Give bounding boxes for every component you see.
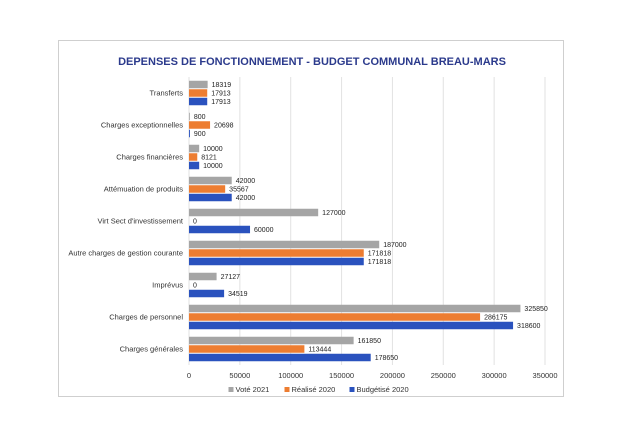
data-label: 0 (193, 282, 197, 289)
legend-swatch (349, 387, 355, 392)
data-label: 27127 (221, 274, 241, 281)
chart-title: DEPENSES DE FONCTIONNEMENT - BUDGET COMM… (118, 56, 506, 68)
bar (189, 112, 190, 121)
legend-label: Budgétisé 2020 (357, 385, 409, 394)
bar (189, 144, 200, 153)
category-label: Virt Sect d'investissement (98, 217, 184, 226)
bar (189, 321, 514, 330)
x-tick-label: 100000 (278, 371, 303, 380)
data-label: 161850 (358, 338, 381, 345)
category-label: Charges générales (120, 345, 184, 354)
value-labels: 1831917913179138002069890010000812110000… (193, 82, 548, 362)
data-label: 325850 (524, 306, 547, 313)
data-label: 286175 (484, 314, 507, 321)
data-label: 18319 (212, 82, 232, 89)
data-label: 35567 (229, 186, 249, 193)
x-tick-label: 300000 (482, 371, 507, 380)
legend-swatch (284, 387, 290, 392)
bar (189, 80, 208, 89)
data-label: 42000 (236, 178, 256, 185)
x-tick-label: 250000 (431, 371, 456, 380)
bar (189, 345, 305, 353)
data-label: 10000 (203, 146, 223, 153)
data-label: 113444 (308, 346, 331, 353)
bar (189, 129, 190, 138)
x-axis-ticks: 0 50000 100000 150000 200000 250000 300000 3500… (187, 371, 558, 380)
category-labels: Transferts Charges exceptionnelles Charges… (68, 89, 184, 354)
bar (189, 161, 200, 170)
bar (189, 336, 354, 345)
bar (189, 153, 198, 161)
data-label: 60000 (254, 227, 274, 234)
bar (189, 313, 481, 321)
bar (189, 249, 364, 257)
chart-frame: DEPENSES DE FONCTIONNEMENT - BUDGET COMM… (58, 40, 564, 397)
legend-label: Voté 2021 (236, 385, 270, 394)
bar (189, 240, 380, 249)
bar (189, 208, 319, 217)
bar (189, 185, 226, 193)
data-label: 187000 (383, 242, 406, 249)
data-label: 800 (194, 114, 206, 121)
bar (189, 225, 251, 234)
category-label: Transferts (150, 89, 184, 98)
bar (189, 257, 364, 266)
data-label: 8121 (201, 154, 217, 161)
legend-label: Réalisé 2020 (292, 385, 336, 394)
chart-svg: DEPENSES DE FONCTIONNEMENT - BUDGET COMM… (68, 56, 558, 394)
category-label: Charges financières (116, 153, 183, 162)
bar (189, 289, 225, 298)
data-label: 900 (194, 131, 206, 138)
bar (189, 304, 521, 313)
x-tick-label: 0 (187, 371, 191, 380)
x-tick-label: 50000 (229, 371, 250, 380)
category-label: Imprévus (152, 281, 183, 290)
data-label: 171818 (368, 250, 391, 257)
data-label: 10000 (203, 163, 223, 170)
data-label: 171818 (368, 259, 391, 266)
bar (189, 97, 208, 106)
bar-group (189, 80, 521, 362)
data-label: 178650 (375, 355, 398, 362)
x-tick-label: 200000 (380, 371, 405, 380)
data-label: 17913 (211, 90, 231, 97)
legend: Voté 2021 Réalisé 2020 Budgétisé 2020 (228, 385, 409, 394)
bar (189, 121, 211, 129)
data-label: 0 (193, 218, 197, 225)
gridlines (188, 77, 546, 365)
category-label: Charges de personnel (109, 313, 183, 322)
category-label: Charges exceptionnelles (101, 121, 183, 130)
bar (189, 176, 232, 185)
category-label: Attémuation de produits (104, 185, 183, 194)
data-label: 127000 (322, 210, 345, 217)
x-tick-label: 350000 (532, 371, 557, 380)
bar (189, 272, 217, 281)
bar (189, 193, 232, 202)
legend-swatch (228, 387, 234, 392)
data-label: 318600 (517, 323, 540, 330)
bar (189, 353, 371, 362)
x-tick-label: 150000 (329, 371, 354, 380)
data-label: 17913 (211, 99, 231, 106)
data-label: 20698 (214, 122, 234, 129)
bar (189, 89, 208, 97)
data-label: 42000 (236, 195, 256, 202)
data-label: 34519 (228, 291, 248, 298)
category-label: Autre charges de gestion courante (68, 249, 183, 258)
